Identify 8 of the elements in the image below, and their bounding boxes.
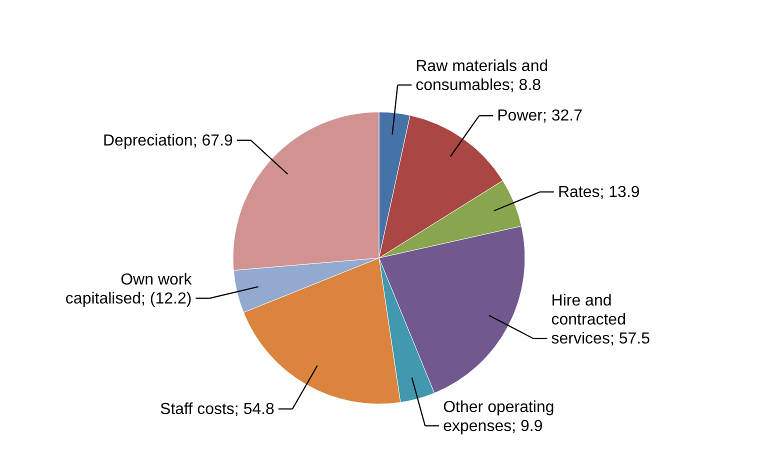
slice-label: Own work capitalised; (12.2)	[65, 271, 193, 308]
slice-label: Depreciation; 67.9	[103, 132, 233, 150]
slice-label: Power; 32.7	[497, 108, 583, 125]
slice-label: Staff costs; 54.8	[160, 400, 275, 418]
slice-label: Rates; 13.9	[558, 184, 640, 201]
slice-label: Hire and contracted services; 57.5	[551, 292, 650, 348]
slice-label: Raw materials and consumables; 8.8	[416, 58, 548, 94]
slice-label: Other operating expenses; 9.9	[443, 398, 554, 435]
